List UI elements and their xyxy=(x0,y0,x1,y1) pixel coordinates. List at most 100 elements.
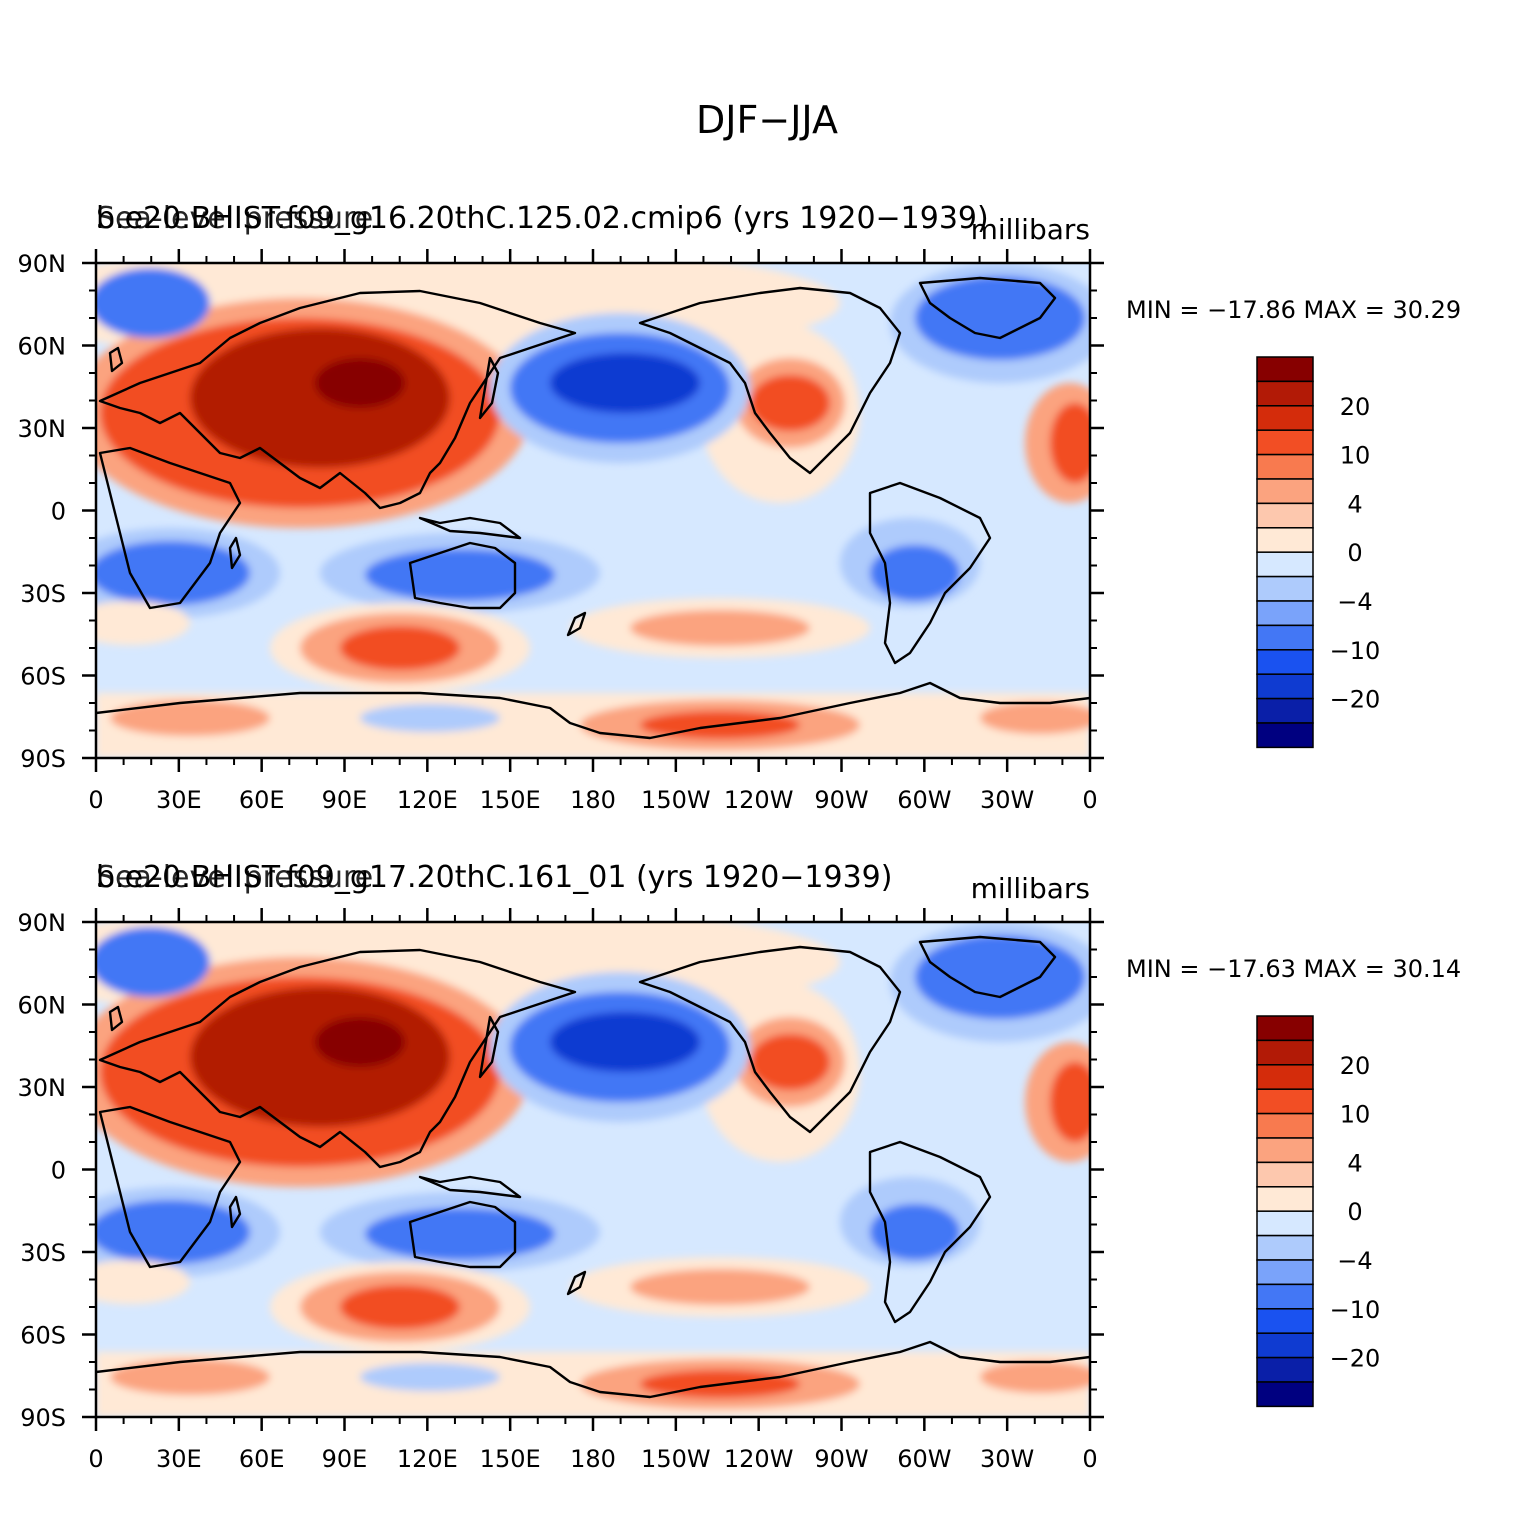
x-tick-label: 60W xyxy=(897,1445,951,1473)
panel-units: millibars xyxy=(971,872,1090,905)
coastline-path xyxy=(228,536,242,570)
panel-units: millibars xyxy=(971,213,1090,246)
colorbar-swatch xyxy=(1256,600,1314,627)
colorbar-swatch xyxy=(1256,722,1314,749)
y-tick-label: 90S xyxy=(20,745,66,773)
x-tick-label: 90W xyxy=(814,786,868,814)
colorbar: 20 10 4 0 −4 −10 −20 xyxy=(1256,1015,1381,1408)
x-tick-label: 150W xyxy=(641,786,711,814)
x-tick-label: 30W xyxy=(980,786,1034,814)
colorbar-swatch xyxy=(1256,624,1314,651)
x-tick-label: 60W xyxy=(897,786,951,814)
figure-title: DJF−JJA xyxy=(696,98,838,142)
colorbar-swatch xyxy=(1256,1283,1314,1310)
coastline-path xyxy=(918,276,1057,340)
x-tick-label: 180 xyxy=(570,786,616,814)
coastline-path xyxy=(98,289,577,510)
colorbar: 20 10 4 0 −4 −10 −20 xyxy=(1256,356,1381,749)
y-tick-label: 0 xyxy=(51,1157,66,1185)
map-panel-1: b.e20.BHIST.f09_g16.20thC.125.02.cmip6 (… xyxy=(18,201,1462,814)
colorbar-swatch xyxy=(1256,551,1314,578)
colorbar-label: −4 xyxy=(1337,588,1372,616)
colorbar-swatch xyxy=(1256,1259,1314,1286)
x-tick-label: 60E xyxy=(239,786,285,814)
coastline-path xyxy=(566,1270,587,1296)
coastline-path xyxy=(408,541,517,610)
min-max-stats: MIN = −17.63 MAX = 30.14 xyxy=(1126,955,1461,983)
coastline-path xyxy=(98,446,242,610)
colorbar-swatch xyxy=(1256,527,1314,553)
colorbar-label: −20 xyxy=(1330,686,1381,714)
colorbar-label: −10 xyxy=(1330,1296,1381,1324)
colorbar-label: −10 xyxy=(1330,637,1381,665)
colorbar-swatch xyxy=(1256,1332,1314,1359)
colorbar-swatch xyxy=(1256,356,1314,383)
y-tick-label: 90N xyxy=(18,909,67,937)
coastline-path xyxy=(98,948,577,1169)
colorbar-swatch xyxy=(1256,575,1314,602)
colorbar-swatch xyxy=(1256,429,1314,456)
x-tick-label: 0 xyxy=(1082,786,1097,814)
y-tick-label: 0 xyxy=(51,498,66,526)
x-tick-label: 150E xyxy=(480,1445,541,1473)
map-panel-2: b.e20.BHIST.f09_g17.20thC.161_01 (yrs 19… xyxy=(18,860,1462,1473)
coastline-path xyxy=(918,935,1057,999)
colorbar-swatch xyxy=(1256,649,1314,675)
colorbar-swatch xyxy=(1256,1308,1314,1334)
contour-field xyxy=(96,263,1090,758)
x-tick-label: 60E xyxy=(239,1445,285,1473)
y-tick-label: 30S xyxy=(20,1239,66,1267)
x-tick-label: 90W xyxy=(814,1445,868,1473)
colorbar-swatch xyxy=(1256,380,1314,407)
colorbar-swatch xyxy=(1256,673,1314,700)
y-tick-label: 30N xyxy=(18,1074,67,1102)
x-tick-label: 30E xyxy=(156,786,202,814)
colorbar-label: 4 xyxy=(1347,490,1362,518)
x-tick-label: 90E xyxy=(322,1445,368,1473)
x-tick-label: 180 xyxy=(570,1445,616,1473)
colorbar-swatch xyxy=(1256,1088,1314,1115)
colorbar-swatch xyxy=(1256,1234,1314,1261)
colorbar-swatch xyxy=(1256,478,1314,505)
coastline-path xyxy=(478,356,500,420)
y-tick-label: 60N xyxy=(18,992,67,1020)
min-max-stats: MIN = −17.86 MAX = 30.29 xyxy=(1126,296,1461,324)
x-tick-label: 150W xyxy=(641,1445,711,1473)
x-tick-label: 90E xyxy=(322,786,368,814)
y-tick-label: 60S xyxy=(20,663,66,691)
panel-case-title: b.e20.BHIST.f09_g16.20thC.125.02.cmip6 (… xyxy=(96,201,989,236)
colorbar-label: −20 xyxy=(1330,1345,1381,1373)
contour-field xyxy=(96,922,1090,1417)
x-tick-label: 30E xyxy=(156,1445,202,1473)
x-tick-label: 0 xyxy=(88,786,103,814)
x-tick-label: 0 xyxy=(1082,1445,1097,1473)
coastline-path xyxy=(108,346,124,373)
colorbar-label: 0 xyxy=(1347,1198,1362,1226)
y-tick-label: 90S xyxy=(20,1404,66,1432)
colorbar-swatch xyxy=(1256,1161,1314,1188)
colorbar-swatch xyxy=(1256,1210,1314,1237)
coastline-path xyxy=(98,1105,242,1269)
panel-variable-title: Sea-level pressure xyxy=(96,860,373,895)
colorbar-swatch xyxy=(1256,1064,1314,1090)
colorbar-label: 20 xyxy=(1340,1052,1371,1080)
panel-case-title: b.e20.BHIST.f09_g17.20thC.161_01 (yrs 19… xyxy=(96,860,892,895)
x-tick-label: 120W xyxy=(724,1445,794,1473)
x-tick-label: 30W xyxy=(980,1445,1034,1473)
x-tick-label: 120W xyxy=(724,786,794,814)
x-tick-label: 0 xyxy=(88,1445,103,1473)
colorbar-swatch xyxy=(1256,502,1314,529)
coastline-path xyxy=(868,1140,992,1324)
colorbar-label: 4 xyxy=(1347,1149,1362,1177)
coastline-path xyxy=(108,1005,124,1032)
coastline-path xyxy=(96,1340,1090,1399)
coastline-path xyxy=(418,516,522,540)
coastline-path xyxy=(868,481,992,665)
colorbar-swatch xyxy=(1256,697,1314,724)
colorbar-swatch xyxy=(1256,1015,1314,1042)
y-tick-label: 60N xyxy=(18,333,67,361)
coastline-path xyxy=(638,286,902,475)
x-tick-label: 120E xyxy=(397,786,458,814)
coastline-path xyxy=(566,611,587,637)
colorbar-swatch xyxy=(1256,453,1314,480)
